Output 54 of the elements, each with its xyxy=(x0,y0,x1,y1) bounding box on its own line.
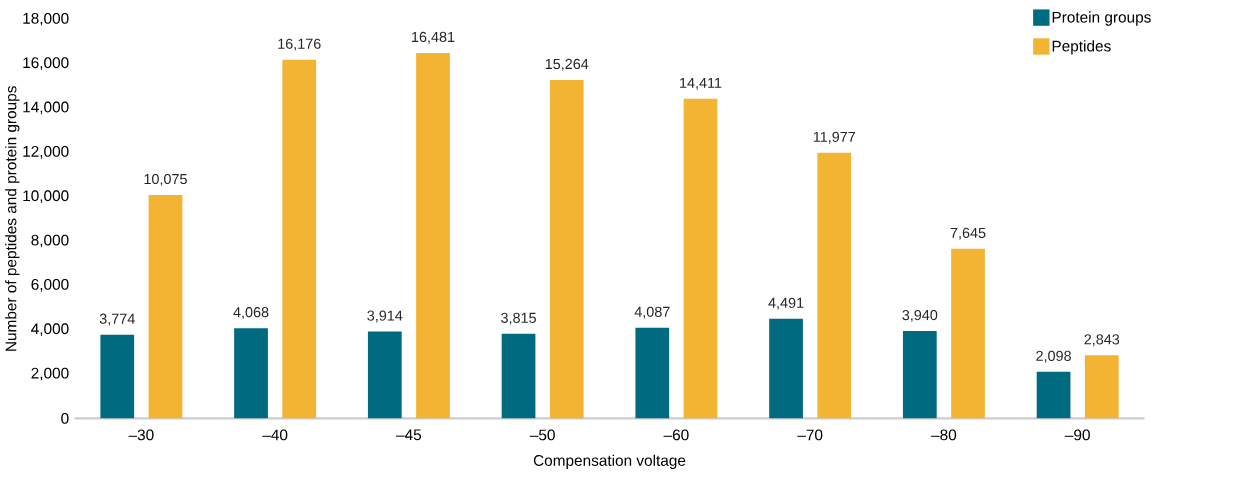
data-label: 16,481 xyxy=(412,31,455,44)
y-axis-title: Number of peptides and protein groups xyxy=(5,86,20,351)
bar xyxy=(549,79,584,419)
data-label: 14,411 xyxy=(680,77,722,90)
bar xyxy=(1084,355,1119,419)
bar xyxy=(416,52,450,419)
x-tick-label: –50 xyxy=(529,429,555,441)
bar xyxy=(501,333,536,419)
data-label: 3,914 xyxy=(367,310,403,323)
y-tick-label: 4,000 xyxy=(31,323,69,336)
data-label: 4,087 xyxy=(634,306,670,319)
bar xyxy=(902,330,937,419)
data-label: 3,774 xyxy=(99,313,135,326)
y-tick-label: 8,000 xyxy=(31,234,69,248)
x-tick-label: –90 xyxy=(1064,429,1090,441)
y-tick-label: 14,000 xyxy=(23,101,69,115)
data-label: 3,940 xyxy=(902,309,938,322)
bar xyxy=(100,334,135,419)
x-tick-label: –70 xyxy=(797,429,823,441)
bar xyxy=(148,194,183,419)
data-label: 2,098 xyxy=(1036,350,1071,363)
y-tick-label: 12,000 xyxy=(23,145,69,159)
bar xyxy=(282,59,317,419)
bar xyxy=(367,331,402,419)
bar xyxy=(769,318,803,419)
data-label: 4,491 xyxy=(768,297,804,310)
data-label: 3,815 xyxy=(501,312,536,325)
legend-label: Peptides xyxy=(1052,40,1111,55)
data-label: 10,075 xyxy=(144,173,187,186)
bar xyxy=(951,248,985,419)
x-tick-label: –45 xyxy=(396,429,422,441)
y-tick-label: 6,000 xyxy=(31,278,69,292)
data-label: 4,068 xyxy=(233,307,269,319)
data-label: 16,176 xyxy=(278,38,321,51)
y-tick-label: 10,000 xyxy=(23,190,69,203)
x-axis-title: Compensation voltage xyxy=(533,454,686,469)
y-tick-label: 16,000 xyxy=(23,57,69,70)
data-label: 2,843 xyxy=(1084,334,1120,347)
y-tick-label: 18,000 xyxy=(23,12,69,26)
bar xyxy=(817,152,852,419)
data-label: 15,264 xyxy=(545,58,589,71)
x-tick-label: –60 xyxy=(663,429,689,441)
bar xyxy=(635,327,670,419)
x-tick-label: –80 xyxy=(931,429,957,441)
x-tick-label: –40 xyxy=(262,429,288,441)
y-tick-label: 0 xyxy=(61,412,69,424)
bar xyxy=(683,98,718,419)
legend-label: Protein groups xyxy=(1052,11,1151,26)
bar xyxy=(1036,371,1071,419)
data-label: 11,977 xyxy=(813,131,856,144)
y-tick-label: 2,000 xyxy=(31,367,69,381)
x-tick-label: –30 xyxy=(128,429,154,441)
data-label: 7,645 xyxy=(950,227,986,240)
bar xyxy=(234,328,268,419)
